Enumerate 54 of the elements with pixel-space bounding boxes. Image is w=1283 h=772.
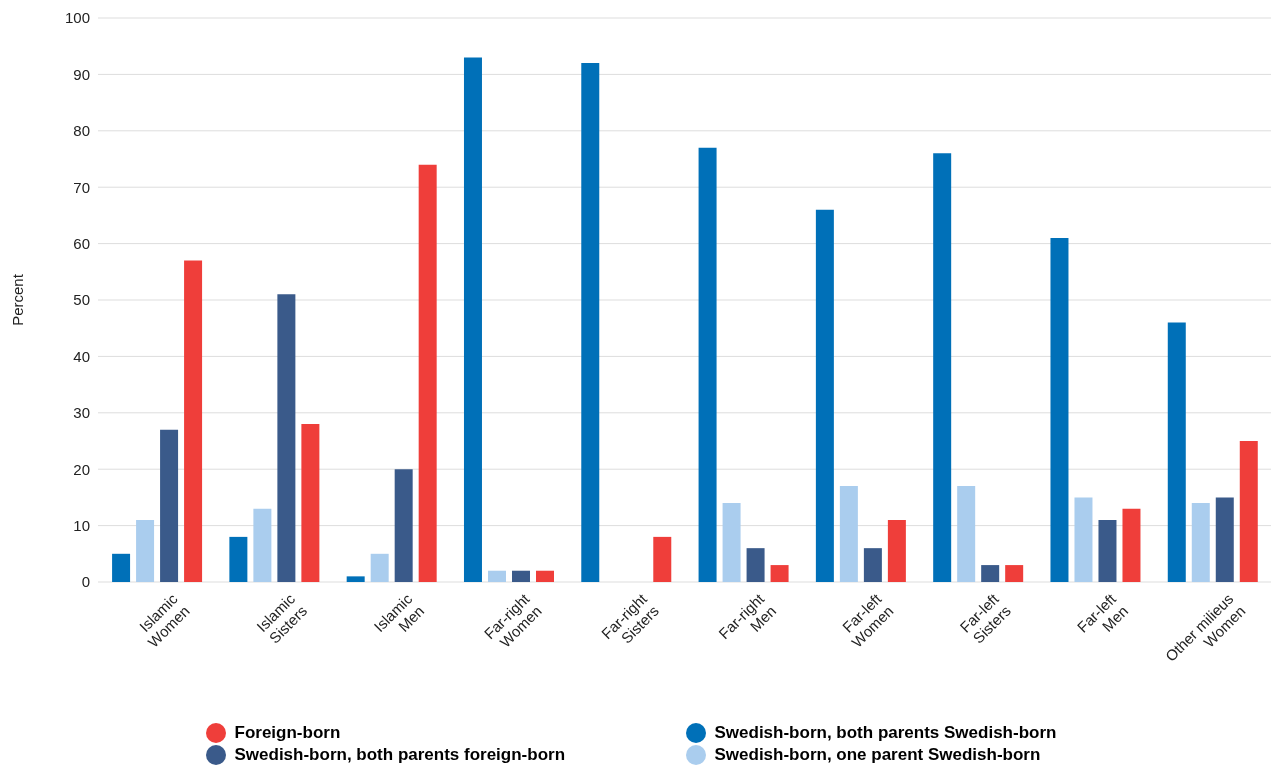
- bar: [770, 565, 789, 582]
- y-axis-title: Percent: [9, 273, 27, 326]
- bar: [463, 57, 482, 582]
- bar: [184, 260, 203, 582]
- bar: [1050, 237, 1069, 582]
- bar: [957, 486, 976, 582]
- bar: [1005, 565, 1024, 582]
- bar: [1239, 441, 1258, 582]
- bar: [981, 565, 1000, 582]
- bar: [346, 576, 365, 582]
- y-tick-label: 60: [73, 234, 90, 252]
- bar: [1191, 503, 1210, 582]
- bar: [581, 63, 600, 582]
- bar: [1098, 519, 1117, 582]
- bar: [1215, 497, 1234, 582]
- bar: [698, 147, 717, 582]
- legend-label: Swedish-born, both parents Swedish-born: [714, 722, 1057, 744]
- bar: [301, 424, 320, 582]
- bar: [746, 548, 765, 582]
- bar: [418, 164, 437, 582]
- bar: [136, 519, 155, 582]
- legend-label: Foreign-born: [234, 722, 341, 744]
- bar: [112, 553, 131, 582]
- y-tick-label: 70: [73, 178, 90, 196]
- y-tick-label: 40: [73, 347, 90, 365]
- bar: [370, 553, 389, 582]
- bar: [1074, 497, 1093, 582]
- legend-label: Swedish-born, both parents foreign-born: [234, 744, 566, 766]
- bar: [535, 570, 554, 582]
- bar: [653, 536, 672, 582]
- bar: [722, 503, 741, 582]
- y-tick-label: 90: [73, 65, 90, 83]
- bar: [1167, 322, 1186, 582]
- y-tick-label: 0: [81, 573, 90, 591]
- bar: [863, 548, 882, 582]
- bar: [887, 519, 906, 582]
- bar: [253, 508, 272, 582]
- bar: [839, 486, 858, 582]
- y-tick-label: 100: [64, 9, 90, 27]
- bar: [1122, 508, 1141, 582]
- bar: [277, 294, 296, 582]
- bar: [160, 429, 179, 582]
- y-tick-label: 10: [73, 516, 90, 534]
- bar: [815, 209, 834, 582]
- y-tick-label: 30: [73, 404, 90, 422]
- bar: [511, 570, 530, 582]
- bar: [933, 153, 952, 582]
- y-tick-label: 20: [73, 460, 90, 478]
- bar: [229, 536, 248, 582]
- y-tick-label: 50: [73, 291, 90, 309]
- legend-label: Swedish-born, one parent Swedish-born: [714, 744, 1041, 766]
- y-tick-label: 80: [73, 122, 90, 140]
- bar: [487, 570, 506, 582]
- bar: [394, 469, 413, 582]
